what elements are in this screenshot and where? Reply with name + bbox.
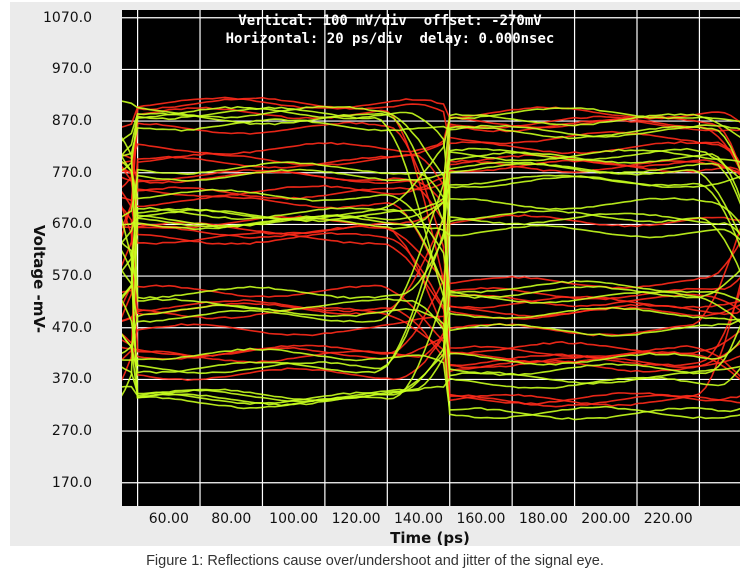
y-axis-label: Voltage -mV- (30, 224, 48, 334)
eye-trace (122, 105, 740, 225)
eye-trace (122, 107, 740, 244)
eye-trace (122, 125, 740, 300)
eye-diagram-figure: 1070.0 970.0 870.0 770.0 670.0 570.0 470.0 370.… (10, 2, 740, 547)
y-tick-label: 970.0 (51, 61, 92, 78)
eye-trace (122, 304, 740, 366)
horizontal-scale-readout: Horizontal: 20 ps/div delay: 0.000nsec (225, 31, 555, 47)
eye-trace (122, 159, 740, 364)
x-tick-label: 200.00 (581, 511, 631, 527)
eye-trace (122, 113, 740, 323)
eye-trace (122, 175, 740, 410)
eye-trace (122, 190, 740, 378)
eye-trace (122, 216, 740, 407)
y-tick-label: 570.0 (51, 268, 92, 285)
eye-trace (122, 161, 740, 218)
eye-trace (122, 212, 740, 403)
y-tick-label: 170.0 (51, 474, 92, 491)
grid-layer (122, 10, 740, 506)
eye-trace (122, 100, 740, 274)
figure-caption: Figure 1: Reflections cause over/undersh… (146, 553, 604, 569)
y-tick-label: 670.0 (51, 216, 92, 233)
eye-trace (122, 165, 740, 367)
eye-trace (122, 249, 740, 402)
x-tick-label: 80.00 (211, 511, 252, 527)
eye-trace (122, 115, 740, 267)
vertical-scale-readout: Vertical: 100 mV/div offset: -270mV (238, 13, 542, 29)
eye-trace (122, 304, 740, 361)
eye-trace (122, 151, 740, 300)
eye-trace (122, 240, 740, 382)
y-tick-label: 870.0 (51, 113, 92, 130)
eye-trace (122, 306, 740, 373)
eye-trace (122, 225, 740, 309)
y-tick-label: 1070.0 (43, 9, 92, 26)
eye-trace (122, 152, 740, 382)
x-tick-label: 140.00 (394, 511, 443, 527)
y-tick-label: 370.0 (51, 371, 92, 388)
eye-trace (122, 154, 740, 198)
eye-trace (122, 284, 740, 369)
eye-trace (122, 118, 740, 157)
eye-trace (122, 227, 740, 361)
y-tick-label: 770.0 (51, 164, 92, 181)
eye-trace (122, 162, 740, 375)
eye-trace (122, 148, 740, 397)
x-axis-label: Time (ps) (390, 529, 470, 547)
eye-trace (122, 347, 740, 421)
eye-trace (122, 96, 740, 189)
x-tick-label: 180.00 (518, 511, 568, 527)
x-tick-label: 100.00 (269, 511, 319, 527)
eye-trace (122, 112, 740, 299)
eye-trace (122, 169, 740, 319)
plot-svg (122, 10, 740, 506)
eye-trace (122, 214, 740, 241)
eye-trace (122, 121, 740, 355)
y-tick-label: 470.0 (51, 319, 92, 336)
x-tick-label: 120.00 (331, 511, 381, 527)
y-tick-label: 270.0 (51, 423, 92, 440)
eye-trace (122, 299, 740, 408)
x-tick-label: 60.00 (148, 511, 189, 527)
traces-layer (122, 96, 740, 421)
x-tick-label: 160.00 (456, 511, 506, 527)
x-tick-label: 220.00 (643, 511, 693, 527)
eye-trace (122, 161, 740, 337)
